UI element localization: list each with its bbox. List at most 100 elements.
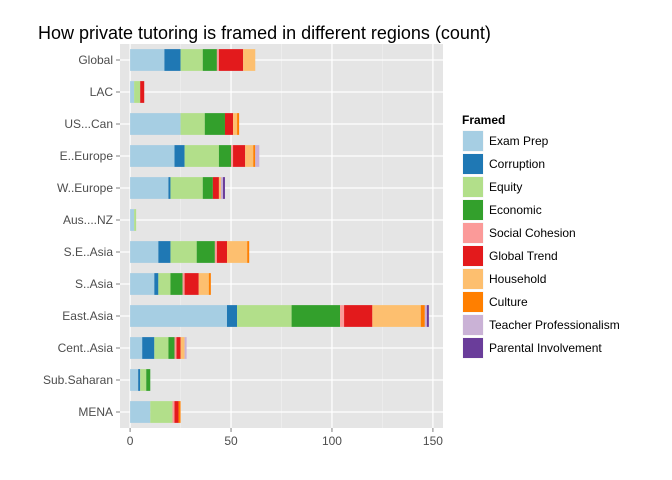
bar-segment [214,241,217,263]
bar-segment [202,177,213,199]
bar-segment [130,369,139,391]
y-tick-label: S..Asia [75,277,113,291]
bar-segment [184,337,187,359]
bar-segment [176,337,181,359]
bar-segment [231,145,234,167]
legend-label: Culture [489,295,528,309]
bars [130,49,429,423]
bar-segment [424,305,427,327]
legend-label: Global Trend [489,249,558,263]
bar-segment [150,401,173,423]
y-tick-label: US...Can [64,117,113,131]
bar-segment [226,241,248,263]
bar-segment [174,145,185,167]
legend-swatch [463,200,483,220]
legend-swatch [463,246,483,266]
bar-segment [130,49,165,71]
bar-segment [158,241,171,263]
bar-segment [198,273,209,295]
bar-segment [172,401,175,423]
legend-swatch [463,338,483,358]
bar-segment [218,49,244,71]
legend: Framed Exam Prep Corruption Equity Economic… [461,113,620,360]
bar-segment [146,369,151,391]
legend-label: Economic [489,203,542,217]
bar-segment [130,273,155,295]
bar-segment [158,273,171,295]
bar-segment [233,113,238,135]
bar-segment [130,209,135,231]
bar-segment [344,305,373,327]
legend-swatch [463,154,483,174]
bar-segment [130,145,175,167]
legend-swatch [463,269,483,289]
bar-segment [237,305,292,327]
legend-label: Equity [489,180,522,194]
bar-segment [134,209,137,231]
y-tick-label: Cent..Asia [58,341,114,355]
legend-swatch [463,315,483,335]
bar-segment [142,337,155,359]
bar-segment [134,81,141,103]
legend-swatch [463,292,483,312]
bar-segment [140,81,145,103]
legend-label: Teacher Professionalism [489,318,620,332]
bar-segment [204,113,225,135]
bar-segment [180,337,185,359]
legend-swatch [463,177,483,197]
bar-segment [168,337,175,359]
bar-segment [291,305,341,327]
bar-segment [180,113,205,135]
bar-segment [130,113,181,135]
bar-segment [237,113,240,135]
bar-segment [170,273,183,295]
bar-segment [247,241,250,263]
x-tick-label: 50 [224,434,238,448]
bar-segment [184,145,219,167]
legend-label: Household [489,272,546,286]
bar-segment [138,369,141,391]
bar-segment [164,49,181,71]
bar-segment [130,241,159,263]
y-axis: Global LAC US...Can E..Europe W..Europe Aus..… [43,53,120,419]
bar-segment [243,49,256,71]
bar-segment [130,305,227,327]
bar-segment [140,369,147,391]
bar-segment [174,401,179,423]
legend-swatch [463,131,483,151]
bar-segment [253,145,256,167]
bar-segment [178,401,181,423]
y-tick-label: Global [78,53,113,67]
bar-segment [196,241,215,263]
bar-segment [182,273,185,295]
bar-segment [220,177,223,199]
bar-segment [130,401,151,423]
x-axis: 0 50 100 150 [127,428,443,448]
bar-segment [212,177,219,199]
y-tick-label: Sub.Saharan [43,373,113,387]
bar-segment [170,177,203,199]
legend-swatch [463,223,483,243]
bar-segment [208,273,211,295]
bar-segment [154,273,159,295]
bar-segment [202,49,217,71]
chart-title: How private tutoring is framed in differ… [38,23,491,43]
bar-segment [245,145,254,167]
bar-segment [168,177,171,199]
legend-label: Parental Involvement [489,341,602,355]
legend-label: Exam Prep [489,134,549,148]
bar-segment [218,145,232,167]
y-tick-label: S.E..Asia [64,245,114,259]
bar-segment [222,177,225,199]
bar-segment [216,241,227,263]
bar-segment [233,145,246,167]
bar-segment [224,113,234,135]
bar-segment [170,241,197,263]
bar-segment [174,337,177,359]
bar-segment [255,145,260,167]
y-tick-label: East.Asia [62,309,113,323]
x-tick-label: 0 [127,434,134,448]
legend-label: Social Cohesion [489,226,576,240]
legend-title: Framed [462,113,505,127]
